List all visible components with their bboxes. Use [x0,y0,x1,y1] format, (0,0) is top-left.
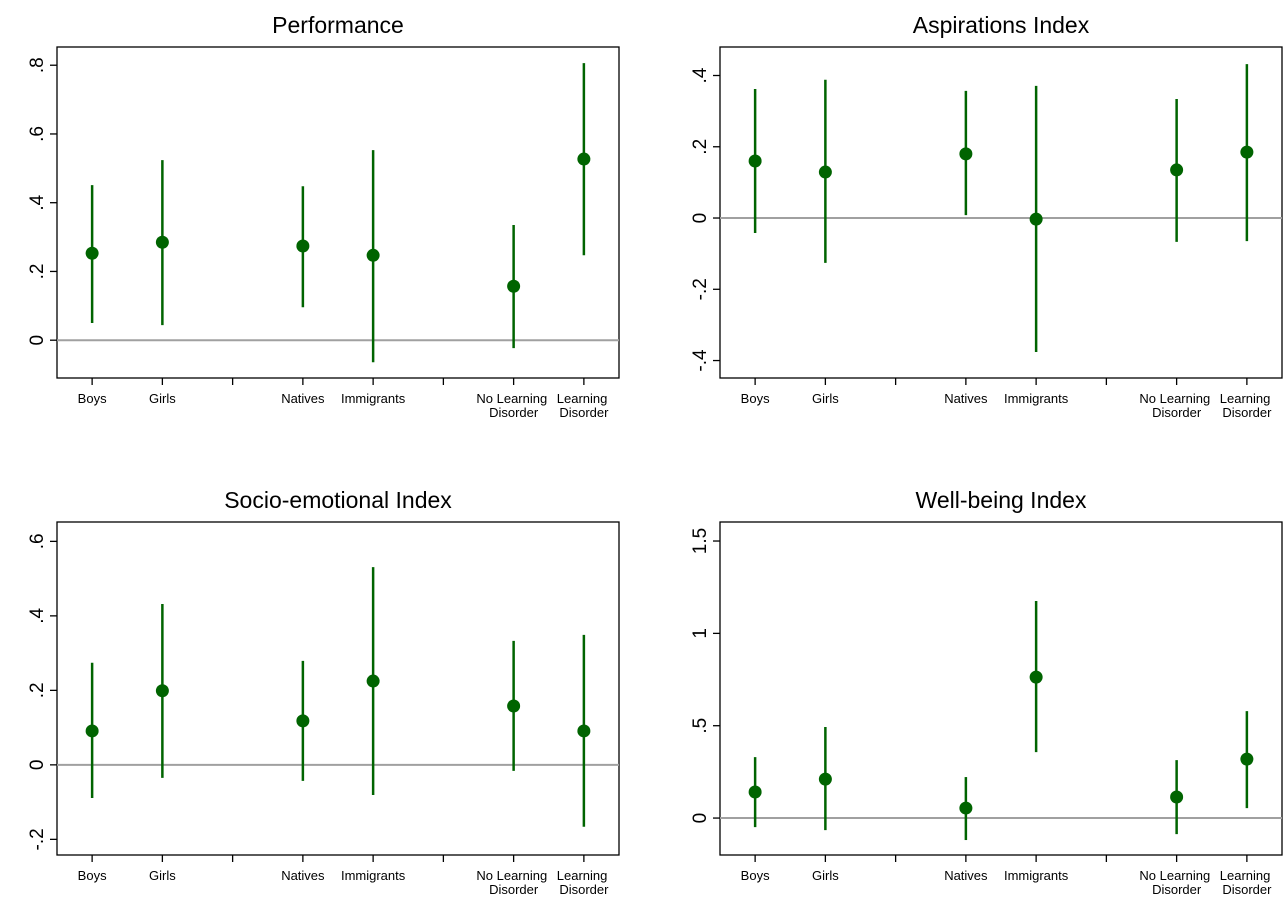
point-estimate [577,724,591,738]
x-tick-label: No Learning Disorder [476,391,550,420]
x-tick-label: Natives [281,868,325,883]
y-tick-label: .4 [27,608,48,624]
x-tick-label: Boys [741,868,770,883]
point-estimate [85,724,99,738]
chart-title: Socio-emotional Index [224,487,452,513]
y-tick-label: .5 [690,718,711,734]
x-tick-label: No Learning Disorder [1139,868,1213,897]
y-tick-label: 0 [27,760,48,771]
point-estimate [507,699,521,713]
x-tick-label: Learning Disorder [557,868,611,897]
point-estimate [85,246,99,260]
point-estimate [1170,163,1184,177]
y-tick-label: 0 [27,335,48,346]
point-estimate [1029,212,1043,226]
x-tick-label: Natives [944,391,988,406]
x-tick-label: Learning Disorder [1220,868,1274,897]
x-tick-label: Immigrants [341,391,406,406]
x-tick-label: Boys [78,391,107,406]
point-estimate [296,714,310,728]
point-estimate [748,154,762,168]
y-tick-label: 1 [690,628,711,639]
y-tick-label: 0 [690,213,711,224]
point-estimate [959,147,973,161]
plot-frame [56,521,620,856]
point-estimate [1170,790,1184,804]
point-estimate [1240,145,1254,159]
y-tick-label: -.2 [27,828,48,850]
point-estimate [1029,670,1043,684]
x-tick-label: Learning Disorder [557,391,611,420]
y-tick-label: .4 [27,194,48,210]
point-estimate [507,279,521,293]
point-estimate [296,239,310,253]
point-estimate [366,248,380,262]
point-estimate [366,674,380,688]
point-estimate [155,235,169,249]
point-estimate [959,801,973,815]
x-tick-label: Girls [812,391,839,406]
x-tick-label: Immigrants [341,868,406,883]
plot-frame [719,521,1283,856]
y-tick-label: .4 [690,67,711,83]
y-tick-label: 0 [690,813,711,824]
x-tick-label: Girls [812,868,839,883]
y-tick-label: .6 [27,126,48,142]
chart-title: Well-being Index [916,487,1087,513]
y-tick-label: .6 [27,533,48,549]
x-tick-label: Boys [78,868,107,883]
x-tick-label: Girls [149,868,176,883]
x-tick-label: No Learning Disorder [1139,391,1213,420]
point-estimate [1240,752,1254,766]
x-tick-label: Natives [281,391,325,406]
x-tick-label: No Learning Disorder [476,868,550,897]
x-tick-label: Natives [944,868,988,883]
x-tick-label: Boys [741,391,770,406]
x-tick-label: Learning Disorder [1220,391,1274,420]
y-tick-label: .2 [690,139,711,155]
plot-frame [56,46,620,379]
y-tick-label: .8 [27,57,48,73]
y-tick-label: .2 [27,264,48,280]
point-estimate [577,152,591,166]
plot-frame [719,46,1283,379]
x-tick-label: Girls [149,391,176,406]
chart-title: Performance [272,12,404,38]
point-estimate [155,684,169,698]
x-tick-label: Immigrants [1004,391,1069,406]
point-estimate [818,772,832,786]
y-tick-label: -.4 [690,349,711,372]
y-tick-label: 1.5 [690,528,711,554]
y-tick-label: -.2 [690,278,711,300]
y-tick-label: .2 [27,682,48,698]
point-estimate [818,165,832,179]
x-tick-label: Immigrants [1004,868,1069,883]
point-estimate [748,785,762,799]
chart-title: Aspirations Index [913,12,1090,38]
